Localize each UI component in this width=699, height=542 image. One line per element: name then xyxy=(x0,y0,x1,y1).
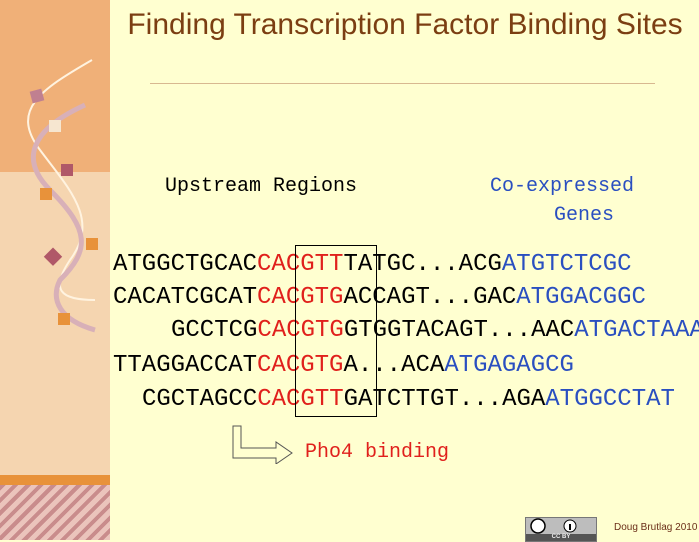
genes-header: Genes xyxy=(554,204,615,227)
bent-arrow-icon xyxy=(232,425,293,464)
sidebar-stripe xyxy=(0,475,110,485)
sidebar-pattern xyxy=(0,485,110,540)
binding-motif: CACGTG xyxy=(257,317,344,344)
upstream-middle: ACCAGT...GAC xyxy=(343,284,517,311)
binding-motif: CACGTG xyxy=(257,284,344,311)
sequence-row: TTAGGACCATCACGTGA...ACAATGAGAGCG xyxy=(113,352,574,380)
gene-start: ATGACTAAA xyxy=(574,317,699,344)
author-credit: Doug Brutlag 2010 xyxy=(614,522,698,533)
gene-start: ATGAGAGCG xyxy=(444,352,574,379)
upstream-middle: TATGC...ACG xyxy=(343,251,502,278)
upstream-prefix: GCCTCG xyxy=(171,317,258,344)
title-divider xyxy=(150,83,655,84)
sequence-row: CGCTAGCCCACGTTGATCTTGT...AGAATGGCCTAT xyxy=(142,386,675,414)
upstream-middle: A...ACA xyxy=(343,352,445,379)
sequence-row: ATGGCTGCACCACGTTTATGC...ACGATGTCTCGC xyxy=(113,251,632,279)
gene-start: ATGTCTCGC xyxy=(501,251,632,278)
sidebar-top-band xyxy=(0,0,110,172)
upstream-middle: GTGGTACAGT...AAC xyxy=(343,317,575,344)
cc-by-icon xyxy=(526,518,596,541)
decorative-sidebar xyxy=(0,0,110,540)
cc-license-badge: CC BY xyxy=(525,517,597,542)
binding-motif: CACGTT xyxy=(257,251,344,278)
license-badge-text: CC BY xyxy=(551,534,571,540)
upstream-prefix: TTAGGACCAT xyxy=(113,352,258,379)
upstream-prefix: CGCTAGCC xyxy=(142,386,258,413)
motif-highlight-box xyxy=(295,245,377,417)
pho4-binding-label: Pho4 binding xyxy=(305,441,450,464)
gene-start: ATGGACGGC xyxy=(516,284,646,311)
sequence-row: CACATCGCATCACGTGACCAGT...GACATGGACGGC xyxy=(113,284,646,312)
upstream-regions-header: Upstream Regions xyxy=(165,175,358,198)
binding-motif: CACGTG xyxy=(257,352,344,379)
slide-title: Finding Transcription Factor Binding Sit… xyxy=(127,8,683,41)
coexpressed-header: Co-expressed xyxy=(490,175,635,198)
upstream-prefix: CACATCGCAT xyxy=(113,284,258,311)
binding-motif: CACGTT xyxy=(257,386,344,413)
gene-start: ATGGCCTAT xyxy=(545,386,675,413)
upstream-middle: GATCTTGT...AGA xyxy=(343,386,546,413)
upstream-prefix: ATGGCTGCAC xyxy=(113,251,258,278)
dna-helix-icon xyxy=(27,59,98,333)
sequence-row: GCCTCGCACGTGGTGGTACAGT...AACATGACTAAA xyxy=(171,317,699,345)
